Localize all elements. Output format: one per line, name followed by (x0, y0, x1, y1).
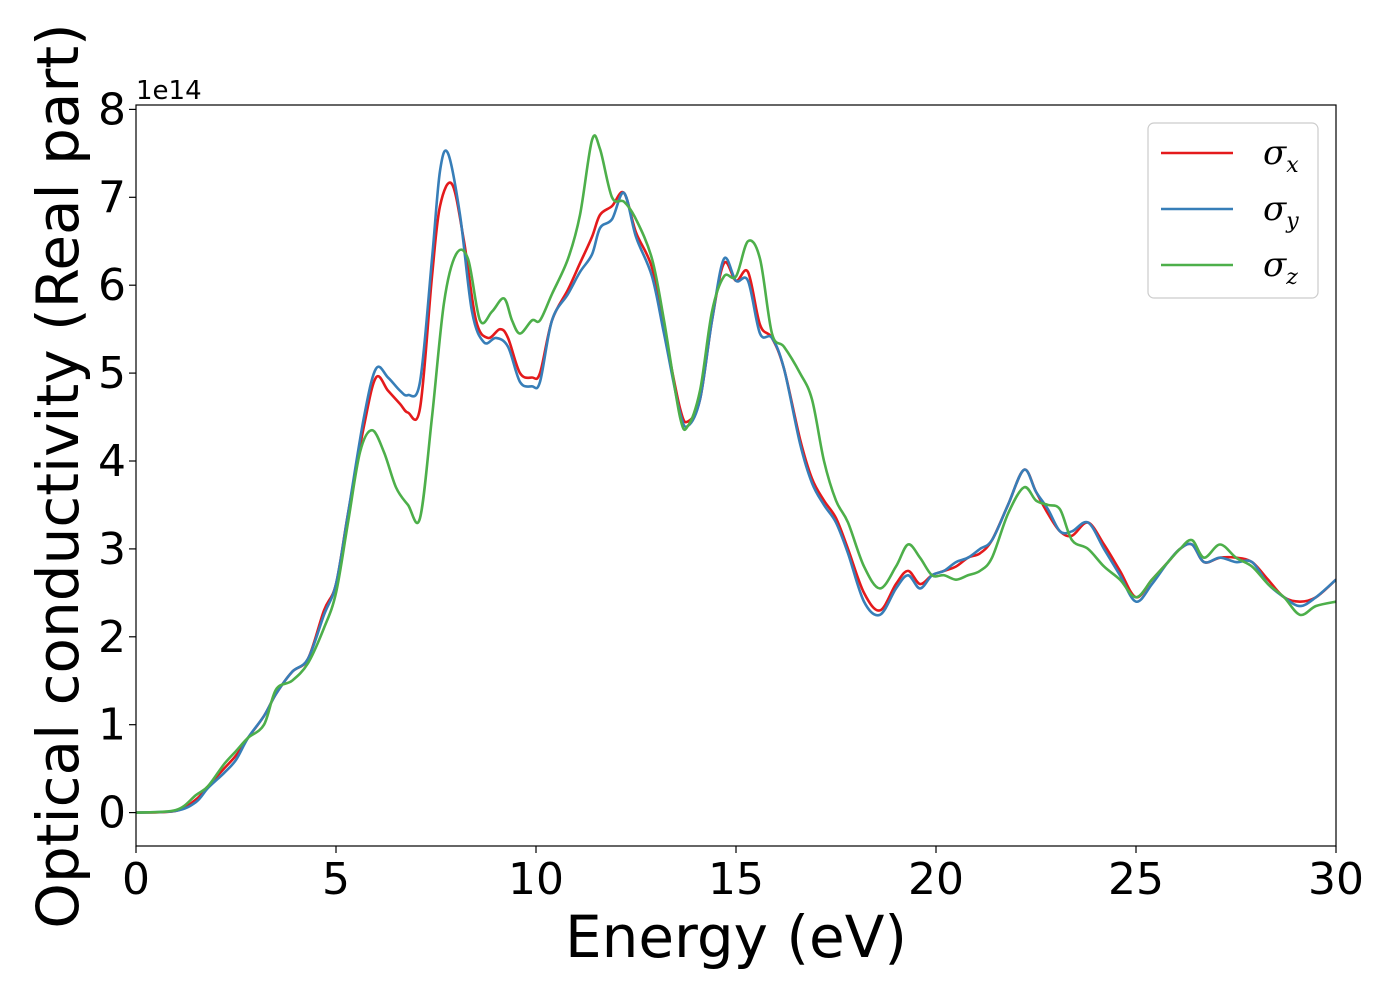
y-axis: 0 1 2 3 4 5 6 7 8 (98, 84, 136, 839)
legend-symbol: σ (1263, 245, 1287, 285)
legend-subscript: x (1286, 153, 1299, 178)
x-tick-label: 15 (708, 854, 764, 905)
series-line-y (136, 149, 1336, 814)
y-tick-label: 5 (98, 348, 126, 399)
legend-symbol: σ (1263, 189, 1287, 229)
x-tick-label: 25 (1108, 854, 1164, 905)
y-axis-label: Optical conductivity (Real part) (24, 23, 92, 928)
x-tick-label: 0 (122, 854, 150, 905)
legend-symbol: σ (1263, 133, 1287, 173)
legend-label-z: σz (1263, 245, 1298, 290)
legend-box (1147, 122, 1319, 299)
x-tick-label: 20 (908, 854, 964, 905)
series-lines (136, 134, 1336, 814)
x-tick-label: 30 (1308, 854, 1364, 905)
legend-label-y: σy (1263, 189, 1299, 234)
y-offset-label: 1e14 (136, 76, 202, 106)
series-line-z (136, 134, 1336, 814)
x-tick-label: 5 (322, 854, 350, 905)
y-tick-label: 3 (98, 524, 126, 575)
legend-subscript: z (1285, 265, 1298, 290)
y-tick-label: 8 (98, 84, 126, 135)
y-tick-label: 1 (98, 700, 126, 751)
y-tick-label: 6 (98, 260, 126, 311)
y-tick-label: 0 (98, 788, 126, 839)
x-axis-label: Energy (eV) (565, 903, 907, 971)
y-tick-label: 2 (98, 612, 126, 663)
y-tick-label: 4 (98, 436, 126, 487)
legend-label-x: σx (1263, 133, 1299, 178)
x-axis: 0 5 10 15 20 25 30 (122, 846, 1364, 905)
x-tick-label: 10 (508, 854, 564, 905)
legend-subscript: y (1285, 209, 1299, 234)
y-tick-label: 7 (98, 172, 126, 223)
plot-area (135, 104, 1337, 847)
